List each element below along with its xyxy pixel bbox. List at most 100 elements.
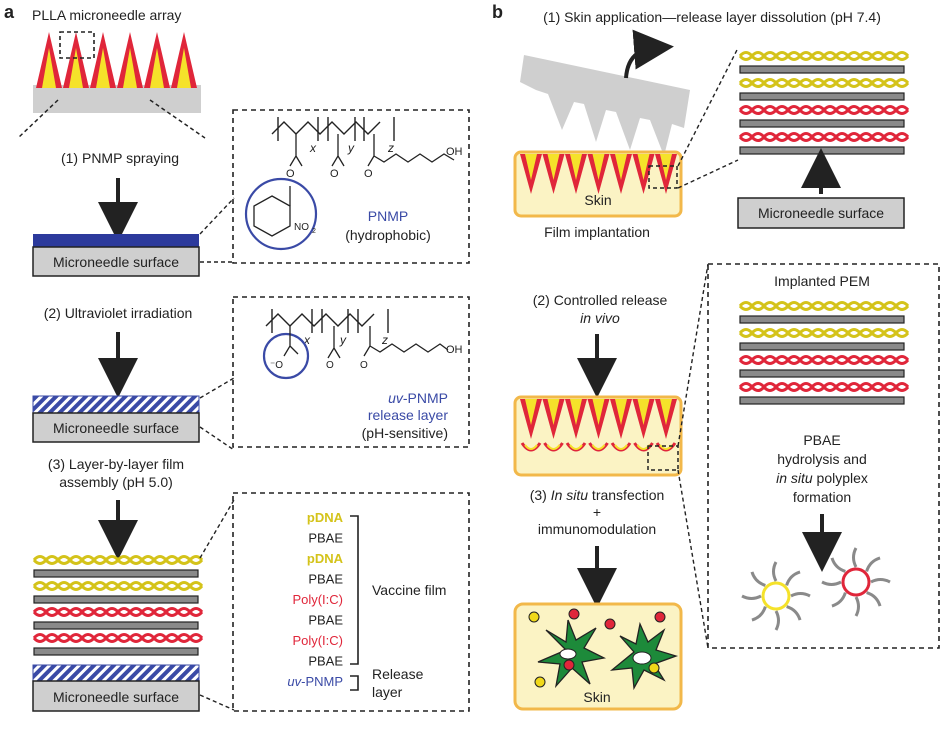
subscript-z: z xyxy=(387,141,394,155)
film-uv-name: -PNMP xyxy=(301,674,343,689)
film-layer-label: PBAE xyxy=(308,572,343,587)
uv-pnmp-layer xyxy=(32,395,200,414)
pdna-layer xyxy=(738,51,910,61)
microneedle-surface-2 xyxy=(32,412,200,443)
carboxylate-highlight xyxy=(262,332,310,380)
pdna-layer xyxy=(32,555,204,565)
needle-core xyxy=(69,48,83,88)
b-zoom-box-2 xyxy=(647,445,679,471)
skin-needle-core xyxy=(570,154,582,180)
polymer-tail xyxy=(750,571,766,587)
callout-line-2a xyxy=(199,377,235,399)
peel-arrow xyxy=(624,29,674,79)
skin-needle-core xyxy=(637,154,650,180)
pnmp-structure-box: x y z O O O OH NO 2 PNMP (hydrophobic) xyxy=(232,109,470,264)
vaccine-film-label: Vaccine film xyxy=(372,582,446,598)
polyic-layer xyxy=(738,105,910,115)
carboxylate-o: ⁻O xyxy=(270,360,283,371)
release-arc-inner xyxy=(524,444,538,450)
b-step2-line2: in vivo xyxy=(580,310,620,326)
pbae-layer xyxy=(739,342,905,351)
step3-label-line1: (3) Layer-by-layer film xyxy=(48,456,184,472)
pbae-layer xyxy=(739,315,905,324)
hydrolysis-label: hydrolysis and xyxy=(777,451,867,467)
release-arc-inner xyxy=(546,444,561,450)
skin-needle-core xyxy=(525,154,537,180)
uv-subscript-y: y xyxy=(339,333,347,347)
polymer-backbone xyxy=(271,121,381,135)
pbae-layer xyxy=(33,569,199,578)
polymer-tail xyxy=(786,605,802,621)
skin-needle-core xyxy=(615,399,627,425)
benzene-ring xyxy=(253,195,291,237)
skin-needle-core xyxy=(615,154,627,180)
skin-needle-core xyxy=(660,154,672,180)
polymer-tail xyxy=(852,547,858,568)
polyic-layer xyxy=(738,132,910,142)
polyplex-core xyxy=(841,567,871,597)
pbae-layer xyxy=(739,396,905,405)
polymer-tail xyxy=(785,570,801,586)
film-layer-label: Poly(I:C) xyxy=(292,592,343,607)
film-composition-box: pDNA PBAE pDNA PBAE Poly(I:C) PBAE Poly(I:C) PB… xyxy=(232,492,470,712)
b-step3-line1: (3) In situ transfection xyxy=(530,487,665,503)
skin-needle-core xyxy=(592,399,605,425)
b-step3-line3: immunomodulation xyxy=(538,521,656,537)
pnmp-label: PNMP xyxy=(368,208,408,224)
pdna-layer xyxy=(738,78,910,88)
b-callout-1a xyxy=(677,47,739,167)
polymer-tail xyxy=(774,610,780,631)
pbae-layer xyxy=(33,647,199,656)
pnmp-property: (hydrophobic) xyxy=(345,227,431,243)
skin-needle-core xyxy=(660,399,672,425)
polyic-layer xyxy=(738,382,910,392)
needle-core xyxy=(96,48,110,88)
skin-needle-core xyxy=(637,399,650,425)
callout-line-3a xyxy=(199,499,235,559)
polymer-tail xyxy=(821,580,842,586)
microneedle-surface-3 xyxy=(32,680,200,712)
surface-label-b: Microneedle surface xyxy=(758,205,884,221)
nitro-subscript: 2 xyxy=(312,228,316,235)
uv-pnmp-name: -PNMP xyxy=(403,390,448,406)
b-callout-1b xyxy=(677,159,739,189)
insitu-italic: in situ xyxy=(776,470,813,486)
uv-ester-o-2: O xyxy=(326,360,334,371)
skin-needle-core xyxy=(547,399,560,425)
microneedle-surface-b xyxy=(737,197,905,229)
polymer-tail xyxy=(870,578,891,584)
step2-label: (2) Ultraviolet irradiation xyxy=(44,305,193,321)
polymer-tail xyxy=(866,591,882,607)
polyplex xyxy=(821,547,891,617)
implanted-pem-box: Implanted PEM PBAE hydrolysis and in sit… xyxy=(707,263,940,649)
polyic-layer xyxy=(738,355,910,365)
b-callout-2b xyxy=(677,469,709,649)
pdna-layer xyxy=(738,301,910,311)
hydroxyl-label: OH xyxy=(446,146,463,158)
callout-line-2b xyxy=(199,426,235,451)
polyplex-particles xyxy=(528,608,666,688)
uv-pnmp-structure-box: x y z ⁻O O O OH uv-PNMP release layer (p… xyxy=(232,296,470,448)
nitro-label: NO xyxy=(294,222,309,233)
implanted-pem-label: Implanted PEM xyxy=(774,273,870,289)
ester-o-3: O xyxy=(364,168,373,180)
vaccine-film-stack xyxy=(32,555,204,656)
callout-line-3b xyxy=(199,694,235,711)
polymer-tail xyxy=(751,606,767,622)
polymer-tail xyxy=(865,556,881,572)
surface-label-1: Microneedle surface xyxy=(53,254,179,270)
dendritic-cell-1 xyxy=(537,619,607,689)
zoom-line-left xyxy=(17,99,59,139)
uv-pnmp-label: uv-PNMP xyxy=(388,390,448,406)
b-step3-plus: + xyxy=(593,504,601,520)
skin-label-3: Skin xyxy=(583,689,610,705)
formation-label: formation xyxy=(793,489,851,505)
b-zoom-box-1 xyxy=(648,165,678,189)
b-step1-label: (1) Skin application—release layer disso… xyxy=(543,9,881,25)
step3-label-line2: assembly (pH 5.0) xyxy=(59,474,173,490)
skin-needle-core xyxy=(592,154,605,180)
subscript-y: y xyxy=(347,141,355,155)
uv-pnmp-layer-3 xyxy=(32,664,200,682)
applicator-patch xyxy=(520,55,690,156)
